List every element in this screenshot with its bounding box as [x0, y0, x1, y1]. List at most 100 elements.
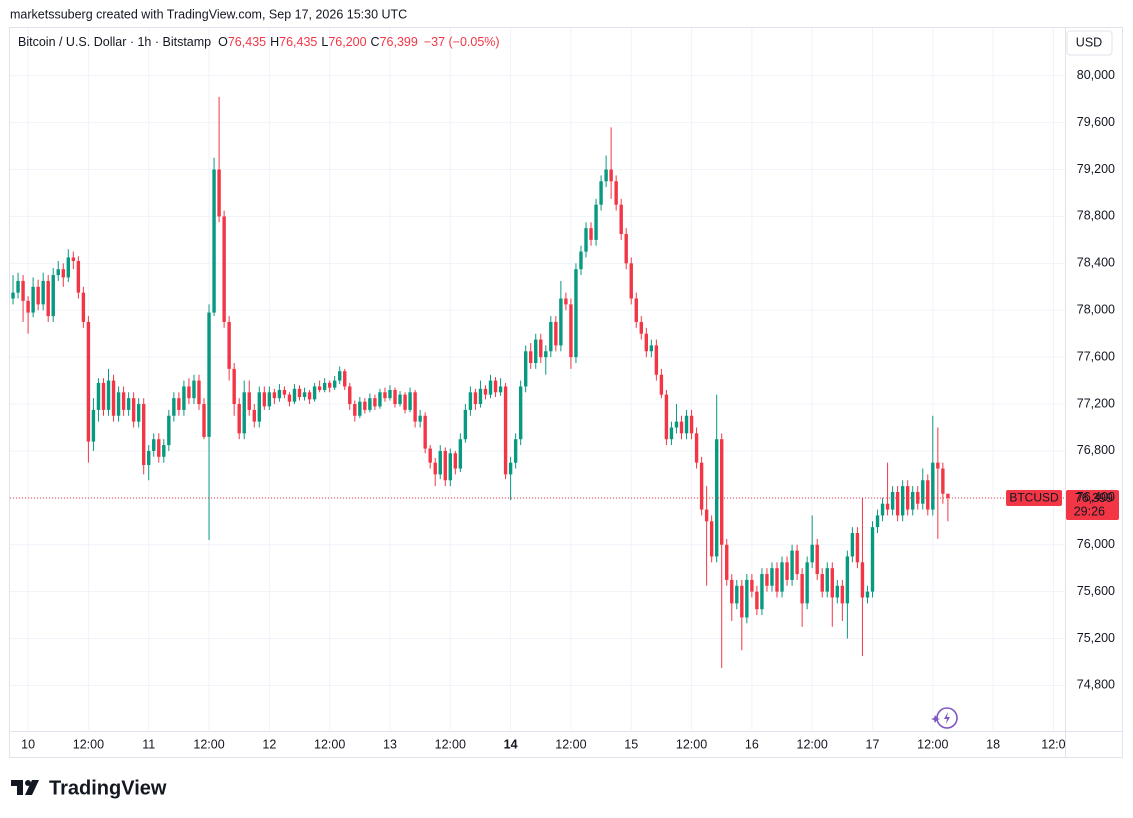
- candle-body: [529, 351, 533, 363]
- y-tick-label: 80,000: [1077, 68, 1115, 82]
- x-tick-label: 17: [866, 737, 880, 751]
- x-tick-label: 11: [142, 737, 155, 751]
- legend-title: Bitcoin / U.S. Dollar · 1h · Bitstamp: [18, 35, 211, 49]
- logo-mark: [11, 780, 23, 795]
- x-tick-label: 16: [745, 737, 759, 751]
- lightning-icon[interactable]: [931, 707, 958, 729]
- candle-body: [81, 292, 86, 322]
- candle-body: [684, 415, 689, 434]
- candle-body: [197, 380, 201, 405]
- candle-body: [378, 392, 382, 407]
- candle-body: [11, 292, 15, 299]
- candle-body: [26, 300, 30, 313]
- candle-body: [639, 321, 643, 334]
- candle-body: [76, 260, 81, 293]
- candle-body: [408, 392, 412, 410]
- legend-value: 76,435: [279, 35, 317, 49]
- candle-body: [111, 380, 116, 416]
- symbol-label: BTCUSD: [1009, 491, 1059, 505]
- candle-body: [423, 415, 427, 449]
- candle-body: [699, 462, 704, 510]
- candles: [11, 96, 950, 668]
- currency[interactable]: USD: [1076, 35, 1102, 49]
- candle-body: [287, 394, 292, 402]
- price-box: [1066, 489, 1119, 520]
- candle-body: [327, 382, 332, 388]
- candle-body: [478, 388, 483, 405]
- legend-key: H: [270, 35, 279, 49]
- candle-body: [438, 450, 442, 475]
- candle-body: [845, 556, 850, 604]
- legend-value: 76,399: [380, 35, 418, 49]
- candle-body: [126, 398, 131, 410]
- candle-body: [217, 169, 221, 217]
- candle-body: [830, 568, 834, 598]
- candle-body: [448, 453, 452, 481]
- candle-body: [96, 382, 101, 410]
- countdown-label: 29:26: [1074, 504, 1105, 518]
- candle-body: [604, 169, 608, 182]
- candle-body: [644, 333, 649, 352]
- x-tick-label: 12:00: [797, 737, 828, 751]
- candle-body: [162, 445, 166, 457]
- candle-body: [508, 462, 513, 475]
- candle-body: [237, 404, 241, 434]
- candle-body: [674, 421, 679, 428]
- x-tick-label: 12:00: [193, 737, 224, 751]
- candle-body: [815, 544, 819, 575]
- y-tick-label: 79,200: [1077, 162, 1115, 176]
- symbol-box: [1006, 489, 1062, 506]
- candle-body: [463, 409, 468, 440]
- logo-text: TradingView: [49, 777, 167, 799]
- candle-body: [403, 394, 407, 410]
- candle-body: [885, 503, 890, 510]
- candle-body: [599, 181, 603, 205]
- candle-body: [679, 421, 684, 434]
- candle-body: [926, 480, 930, 510]
- candle-body: [865, 591, 870, 598]
- candle-body: [594, 204, 598, 240]
- candle-body: [503, 386, 508, 475]
- candle-body: [765, 574, 769, 586]
- candle-body: [368, 398, 372, 410]
- currency-box[interactable]: [1066, 30, 1113, 56]
- candle-body: [649, 345, 654, 352]
- legend-change: −37 (−0.05%): [424, 35, 500, 49]
- candle-body: [262, 392, 267, 407]
- y-tick-label: 76,000: [1077, 537, 1115, 551]
- logo-dot: [25, 780, 31, 786]
- x-tick-label: 14: [504, 737, 518, 751]
- grid: [10, 28, 1065, 730]
- candle-body: [36, 286, 40, 305]
- candle-body: [212, 169, 216, 313]
- candle-body: [317, 386, 322, 390]
- candle-body: [453, 453, 458, 469]
- frame: [9, 27, 1123, 758]
- candle-body: [800, 574, 804, 604]
- candle-body: [61, 269, 65, 278]
- candle-body: [31, 286, 35, 313]
- legend: Bitcoin / U.S. Dollar · 1h · Bitstamp O 76…: [18, 35, 500, 49]
- logo-mark2: [25, 780, 39, 795]
- candle-body: [222, 216, 226, 322]
- candle-body: [820, 574, 824, 592]
- x-tick-label: 12: [262, 737, 276, 751]
- candle-body: [559, 298, 563, 346]
- legend-key: O: [218, 35, 228, 49]
- candle-body: [941, 468, 945, 494]
- candle-body: [202, 404, 206, 437]
- candle-body: [483, 388, 488, 395]
- candle-body: [539, 339, 543, 358]
- candle-body: [775, 568, 779, 592]
- candle-body: [654, 345, 659, 375]
- header: marketssuberg created with TradingView.c…: [10, 7, 407, 21]
- x-tick-label: 13: [383, 737, 397, 751]
- candle-body: [322, 382, 327, 390]
- candle-body: [890, 491, 895, 510]
- candle-body: [730, 579, 734, 604]
- candle-body: [895, 491, 900, 516]
- candle-body: [282, 389, 287, 395]
- candle-body: [152, 439, 156, 451]
- candle-body: [609, 169, 613, 182]
